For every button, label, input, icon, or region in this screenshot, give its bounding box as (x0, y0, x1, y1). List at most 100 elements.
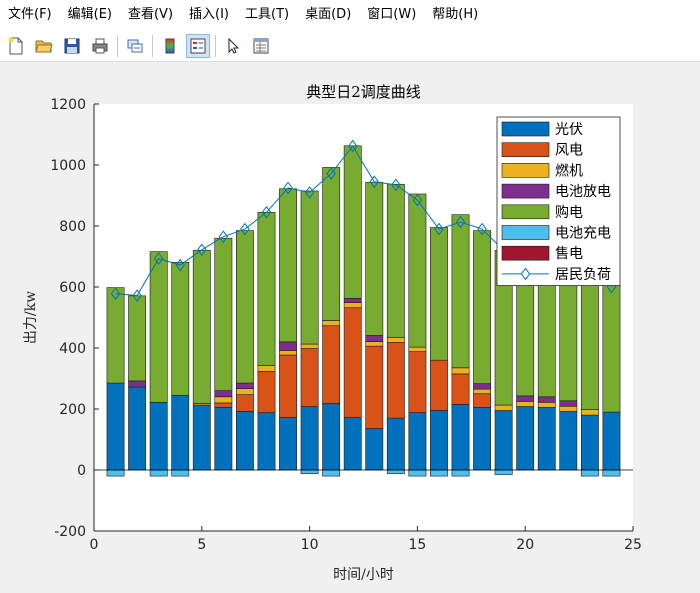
legend-label: 购电 (555, 205, 583, 221)
bar-segment (451, 367, 470, 375)
bar-segment (473, 407, 492, 471)
load-point-marker (132, 289, 142, 302)
bar-segment (473, 388, 492, 395)
bar-segment (559, 400, 578, 407)
bar-segment (257, 365, 276, 372)
bar-segment (149, 251, 168, 403)
new-file-icon[interactable] (4, 34, 28, 58)
y-tick-label: -200 (54, 524, 86, 540)
legend-swatch (501, 183, 550, 199)
load-point-marker (304, 186, 315, 199)
legend-swatch (501, 204, 550, 220)
bar-segment (451, 469, 470, 477)
menu-desktop[interactable]: 桌面(D) (305, 7, 352, 22)
bar-segment (322, 167, 341, 321)
menu-bar: 文件(F) 编辑(E) 查看(V) 插入(I) 工具(T) 桌面(D) 窗口(W… (0, 0, 700, 30)
x-tick-label: 20 (516, 537, 534, 553)
print-icon[interactable] (88, 34, 112, 58)
y-tick-label: 200 (59, 402, 86, 418)
bar-segment (473, 393, 492, 408)
menu-view[interactable]: 查看(V) (127, 7, 174, 22)
property-inspector-icon[interactable] (249, 34, 273, 58)
bar-segment (494, 404, 513, 411)
link-figure-icon[interactable] (123, 34, 147, 58)
bar-segment (343, 297, 362, 303)
open-folder-icon[interactable] (32, 34, 56, 58)
bar-segment (214, 396, 233, 404)
bar-segment (192, 404, 211, 471)
bar-segment (537, 396, 556, 403)
legend-label: 电池放电 (555, 184, 611, 200)
bar-segment (365, 182, 384, 336)
bar-segment (580, 409, 599, 416)
bar-segment (343, 307, 362, 418)
bar-segment (451, 214, 470, 369)
bar-segment (386, 417, 405, 471)
menu-file[interactable]: 文件(F) (8, 7, 52, 22)
load-point-marker (175, 258, 185, 272)
menu-edit[interactable]: 编辑(E) (67, 7, 112, 22)
toolbar (0, 30, 700, 62)
save-icon[interactable] (60, 34, 84, 58)
y-axis-label: 出力/kw (23, 291, 39, 344)
load-point-marker (434, 222, 444, 236)
bar-segment (580, 469, 599, 477)
bar-segment (192, 250, 211, 404)
chart-title: 典型日2调度曲线 (306, 83, 421, 101)
bar-segment (149, 401, 168, 471)
load-point-marker (261, 205, 272, 219)
load-point-marker (326, 167, 336, 180)
legend-label: 电池充电 (555, 226, 611, 242)
bar-segment (537, 401, 556, 408)
colorbar-icon[interactable] (158, 34, 182, 58)
menu-help[interactable]: 帮助(H) (432, 7, 479, 22)
bar-segment (430, 227, 448, 361)
y-tick-label: 600 (59, 280, 86, 296)
load-point-marker (412, 193, 423, 207)
menu-window[interactable]: 窗口(W) (367, 7, 417, 22)
bar-segment (235, 394, 254, 412)
bar-segment (322, 320, 341, 327)
bar-segment (257, 211, 276, 366)
bar-segment (430, 410, 448, 471)
bar-segment (171, 261, 190, 396)
bar-segment (149, 469, 168, 477)
bar-segment (106, 469, 125, 477)
menu-insert[interactable]: 插入(I) (189, 7, 230, 22)
bar-segment (516, 401, 535, 407)
bar-segment (322, 403, 341, 471)
bar-segment (365, 345, 384, 429)
legend-label: 光伏 (555, 122, 583, 138)
legend-swatch (501, 142, 550, 157)
bar-segment (408, 351, 427, 413)
toolbar-separator (117, 34, 118, 57)
bar-segment (602, 284, 621, 413)
bar-segment (300, 348, 319, 407)
load-point-marker (455, 215, 466, 229)
bar-segment (343, 417, 362, 471)
menu-tools[interactable]: 工具(T) (245, 7, 290, 22)
bar-segment (386, 469, 405, 474)
bar-segment (279, 417, 297, 471)
bar-segment (257, 412, 276, 471)
legend-icon[interactable] (186, 33, 210, 58)
toolbar-separator (152, 34, 153, 57)
bar-segment (300, 190, 319, 345)
load-point-marker (110, 287, 121, 301)
bar-segment (473, 383, 492, 390)
bar-segment (235, 411, 254, 471)
bar-segment (408, 193, 427, 348)
bar-segment (559, 411, 578, 471)
bar-segment (322, 469, 341, 477)
legend-swatch (501, 121, 550, 137)
load-point-marker (197, 243, 207, 257)
bar-segment (128, 380, 147, 388)
bar-segment (279, 354, 297, 418)
bar-segment (235, 382, 254, 389)
pointer-icon[interactable] (221, 34, 245, 58)
bar-segment (214, 390, 233, 398)
bar-segment (279, 188, 297, 343)
bar-segment (214, 407, 233, 471)
x-tick-label: 10 (301, 537, 319, 553)
